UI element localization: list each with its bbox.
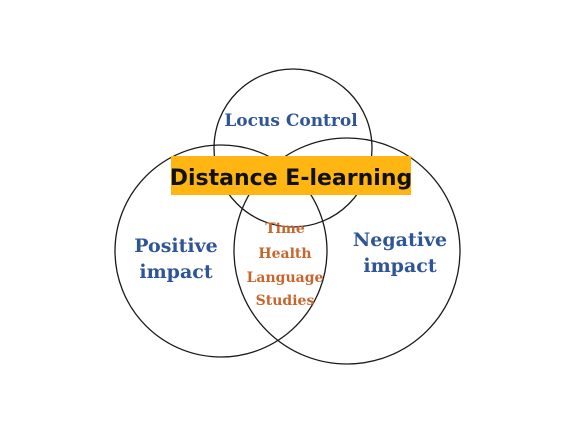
title-highlight: [171, 156, 411, 195]
circle-negative-impact: [233, 137, 461, 365]
label-positive-impact-line2: impact: [139, 261, 212, 283]
label-locus-control: Locus Control: [224, 111, 358, 131]
circle-positive-impact: [114, 144, 328, 358]
diagram-title: Distance E-learning: [170, 166, 412, 191]
label-positive-impact-line1: Positive: [134, 235, 218, 257]
intersection-item-time: Time: [265, 221, 305, 237]
label-negative-impact-line2: impact: [363, 255, 436, 277]
intersection-item-health: Health: [258, 246, 311, 262]
label-negative-impact-line1: Negative: [353, 229, 447, 251]
intersection-item-studies: Studies: [256, 293, 315, 309]
circle-locus-control: [213, 68, 373, 228]
intersection-item-language: Language: [247, 270, 324, 286]
